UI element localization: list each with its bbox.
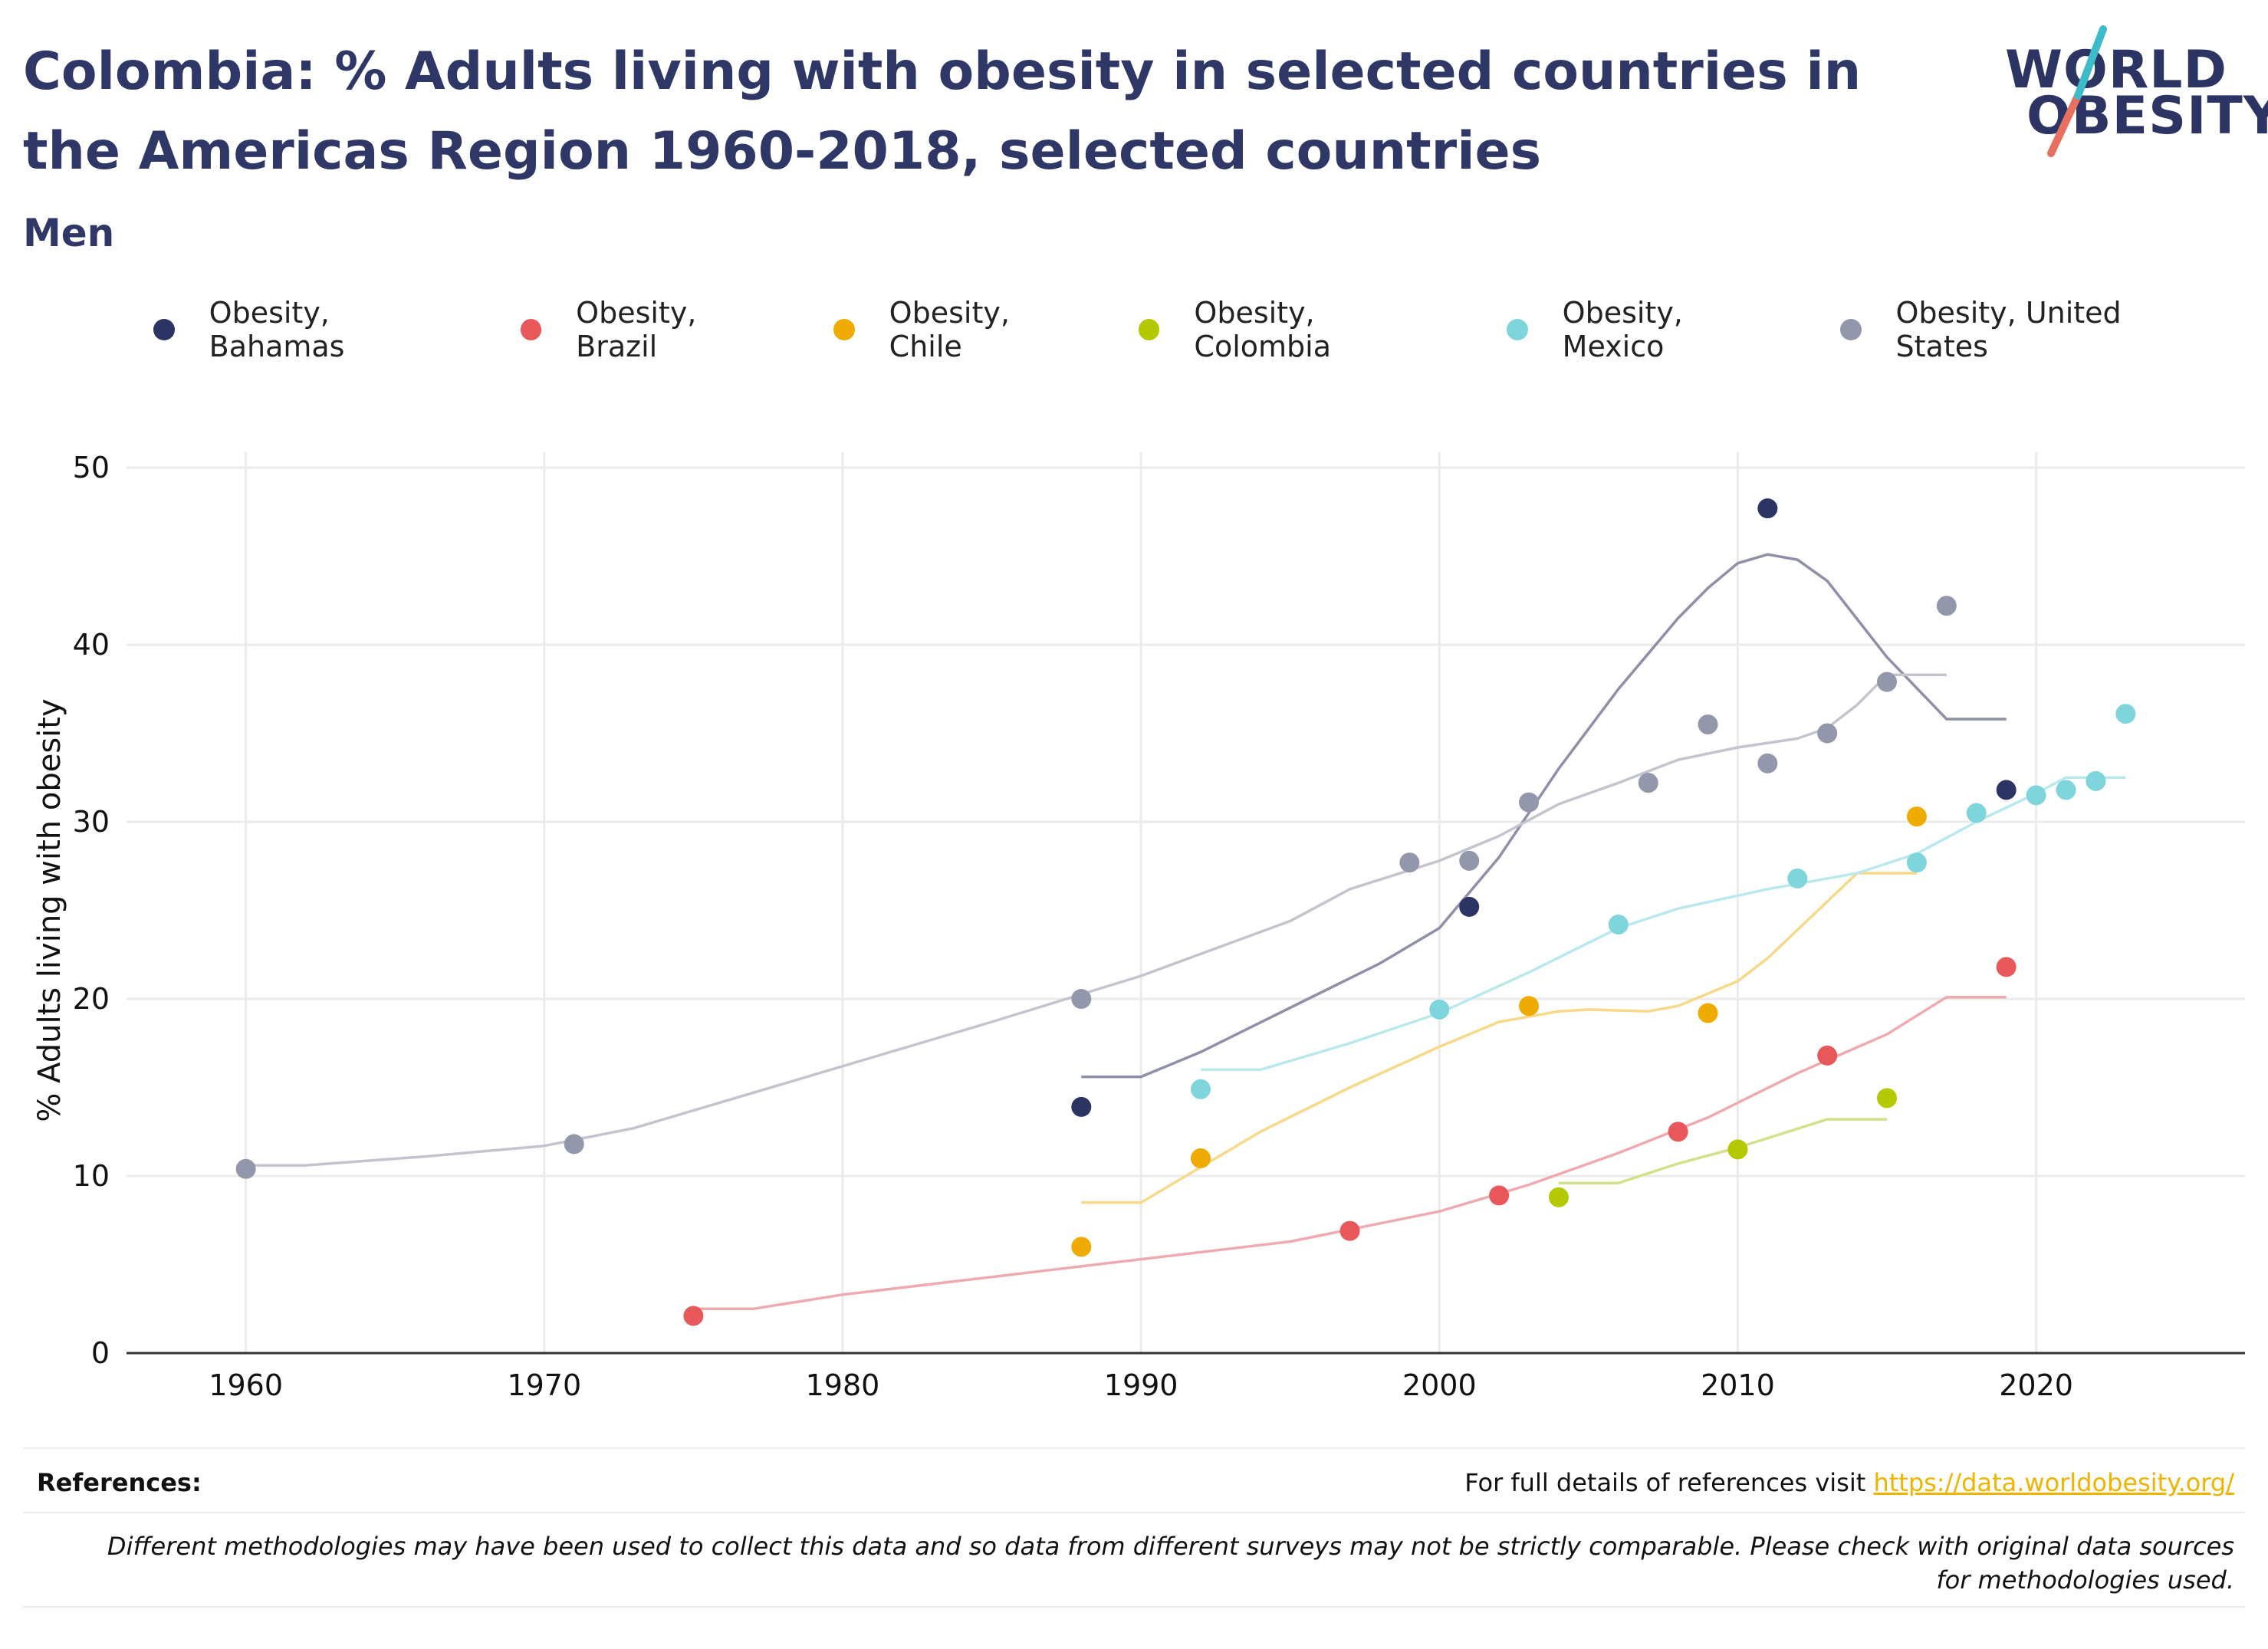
data-point xyxy=(1489,1185,1510,1206)
data-point xyxy=(1519,996,1540,1017)
data-point xyxy=(1877,672,1898,692)
legend-marker-icon xyxy=(520,319,542,340)
chart-plot: 0 10 20 30 40 50 1960 1970 1980 1990 2000 2010 2020%… xyxy=(32,451,2245,1402)
legend-label: Obesity, Brazil xyxy=(576,296,697,363)
data-point xyxy=(1906,806,1927,827)
series-trend-line xyxy=(1081,872,1917,1204)
data-point xyxy=(2026,785,2046,806)
legend-marker-icon xyxy=(833,319,855,340)
data-point xyxy=(564,1134,584,1155)
legend-label: Obesity, Bahamas xyxy=(209,296,345,363)
data-point xyxy=(1190,1079,1211,1099)
y-tick-label: 30 xyxy=(73,805,110,839)
divider xyxy=(23,1447,2245,1449)
data-point xyxy=(1787,868,1808,889)
data-point xyxy=(1698,1003,1718,1023)
data-point xyxy=(1906,852,1927,873)
data-point xyxy=(1638,773,1658,793)
data-point xyxy=(235,1158,256,1179)
legend-item[interactable]: Obesity, Chile xyxy=(833,296,1090,363)
x-tick-label: 1990 xyxy=(1104,1368,1178,1402)
legend-marker-icon xyxy=(1138,319,1160,340)
y-tick-label: 40 xyxy=(73,628,110,662)
x-tick-label: 2000 xyxy=(1402,1368,1477,1402)
legend-label: Obesity, Chile xyxy=(889,296,1010,363)
data-point xyxy=(1698,714,1718,734)
legend-label: Obesity, United States xyxy=(1895,296,2122,363)
legend-label: Obesity, Colombia xyxy=(1194,296,1331,363)
legend-marker-icon xyxy=(1507,319,1528,340)
data-point xyxy=(1190,1148,1211,1168)
legend-marker-icon xyxy=(153,319,175,340)
data-point xyxy=(1727,1139,1748,1160)
x-tick-label: 1970 xyxy=(507,1368,581,1402)
data-point xyxy=(1757,753,1778,774)
data-point xyxy=(1996,957,2017,977)
references-link[interactable]: https://data.worldobesity.org/ xyxy=(1873,1468,2234,1497)
divider xyxy=(23,1512,2245,1513)
data-point xyxy=(1996,780,2017,800)
chart-subtitle: Men xyxy=(23,211,115,255)
data-point xyxy=(1339,1220,1360,1241)
y-tick-label: 50 xyxy=(73,451,110,485)
data-point xyxy=(1071,1096,1092,1117)
legend-label: Obesity, Mexico xyxy=(1562,296,1683,363)
references-text: For full details of references visit htt… xyxy=(1464,1468,2234,1497)
x-tick-label: 2020 xyxy=(1999,1368,2073,1402)
legend-item[interactable]: Obesity, Mexico xyxy=(1507,296,1791,363)
x-tick-label: 1980 xyxy=(806,1368,880,1402)
y-tick-label: 20 xyxy=(73,982,110,1016)
y-axis-label: % Adults living with obesity xyxy=(32,698,67,1122)
data-point xyxy=(1399,852,1420,873)
legend-item[interactable]: Obesity, Colombia xyxy=(1138,296,1458,363)
x-tick-label: 1960 xyxy=(209,1368,283,1402)
legend-item[interactable]: Obesity, United States xyxy=(1839,296,2219,363)
references-label: References: xyxy=(37,1468,202,1497)
x-tick-label: 2010 xyxy=(1701,1368,1775,1402)
data-point xyxy=(1071,989,1092,1009)
data-point xyxy=(2056,780,2076,800)
y-tick-label: 10 xyxy=(73,1159,110,1193)
data-point xyxy=(2086,770,2106,791)
methodology-note: Different methodologies may have been us… xyxy=(107,1532,2234,1595)
logo-slash-icon xyxy=(2047,25,2107,157)
data-point xyxy=(1966,803,1987,823)
series-trend-line xyxy=(1081,553,2007,1079)
data-point xyxy=(1608,914,1629,935)
series-trend-line xyxy=(1201,776,2126,1072)
page-title: Colombia: % Adults living with obesity i… xyxy=(23,41,1862,182)
legend-marker-icon xyxy=(1839,319,1862,340)
data-point xyxy=(1548,1187,1569,1207)
legend-item[interactable]: Obesity, Brazil xyxy=(520,296,785,363)
divider xyxy=(23,1606,2245,1608)
series-trend-line xyxy=(693,995,2007,1311)
data-point xyxy=(1071,1237,1092,1257)
data-point xyxy=(2115,704,2136,724)
data-point xyxy=(1817,723,1838,744)
series-trend-line xyxy=(245,673,1947,1167)
y-tick-label: 0 xyxy=(91,1336,110,1370)
data-point xyxy=(1519,792,1540,813)
data-point xyxy=(1817,1045,1838,1066)
data-point xyxy=(1459,896,1480,917)
data-point xyxy=(1459,850,1480,871)
data-point xyxy=(1429,999,1450,1020)
data-point xyxy=(1668,1122,1688,1142)
chart-legend: Obesity, Bahamas Obesity, Brazil Obesity, … xyxy=(153,296,2268,363)
world-obesity-logo[interactable]: WORLD OBESITY xyxy=(2005,23,2268,161)
legend-item[interactable]: Obesity, Bahamas xyxy=(153,296,472,363)
data-point xyxy=(683,1306,704,1326)
data-point xyxy=(1757,498,1778,519)
series-trend-line xyxy=(1558,1118,1887,1184)
data-point xyxy=(1877,1088,1898,1109)
references-description: For full details of references visit xyxy=(1464,1468,1874,1497)
data-point xyxy=(1936,596,1957,616)
logo-text-line1: WORLD xyxy=(2005,40,2227,100)
